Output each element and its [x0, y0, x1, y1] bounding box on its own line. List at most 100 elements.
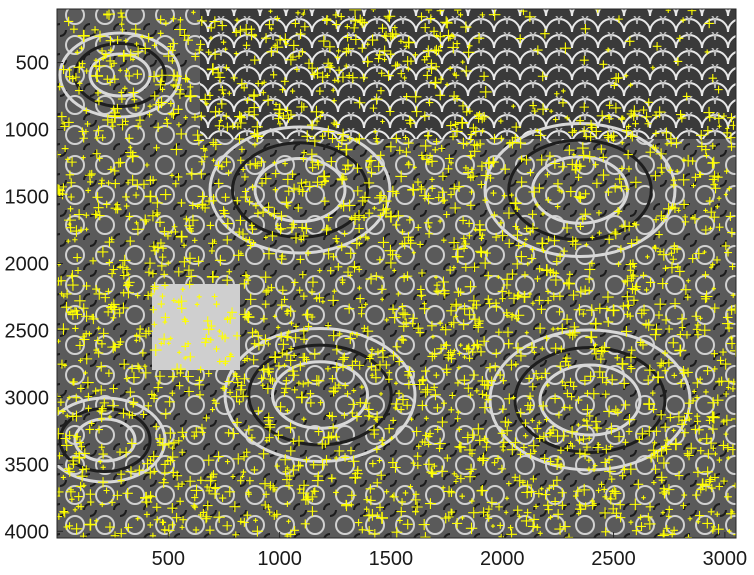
marker-texture [445, 154, 454, 163]
marker-texture [511, 104, 516, 109]
marker-texture [586, 120, 596, 130]
marker-texture [364, 525, 374, 535]
marker-texture [482, 197, 488, 203]
marker-texture [568, 128, 577, 137]
marker-texture [414, 224, 422, 231]
marker-texture [469, 370, 479, 380]
marker-texture [540, 211, 546, 217]
marker-texture [433, 281, 441, 289]
marker-texture [371, 411, 384, 423]
marker-texture [469, 348, 477, 356]
marker-texture [438, 285, 450, 297]
marker-texture [79, 465, 87, 474]
marker-texture [240, 84, 248, 92]
marker-texture [490, 524, 495, 529]
marker-texture [184, 386, 194, 397]
marker-texture [282, 468, 289, 475]
marker-texture [440, 196, 449, 204]
marker-texture [720, 477, 728, 485]
marker-texture [437, 276, 449, 288]
marker-texture [661, 367, 669, 375]
marker-texture [109, 123, 116, 130]
marker-texture [365, 155, 377, 166]
marker-texture [124, 134, 134, 143]
marker-texture [169, 173, 175, 178]
marker-texture [110, 314, 117, 321]
marker-texture [545, 236, 552, 243]
marker-texture [661, 444, 672, 455]
marker-texture [701, 225, 711, 235]
marker-texture [284, 202, 292, 210]
marker-texture [671, 137, 682, 149]
marker-texture [221, 193, 230, 202]
marker-texture [714, 204, 720, 210]
marker-texture [669, 255, 677, 263]
marker-texture [608, 475, 616, 483]
marker-texture [305, 250, 312, 257]
marker-texture [100, 56, 106, 61]
marker-texture [185, 352, 195, 362]
marker-texture [57, 487, 64, 497]
marker-texture [626, 123, 632, 129]
marker-texture [391, 133, 402, 144]
marker-texture [165, 455, 176, 466]
marker-texture [578, 483, 591, 496]
marker-texture [94, 336, 102, 345]
marker-texture [77, 503, 85, 510]
marker-texture [645, 277, 656, 288]
marker-texture [299, 380, 307, 388]
marker-texture [220, 385, 226, 391]
marker-texture [134, 338, 139, 343]
marker-texture [156, 69, 168, 82]
marker-texture [388, 351, 399, 361]
marker-texture [398, 38, 404, 44]
marker-texture [350, 212, 360, 223]
marker-texture [652, 440, 658, 446]
marker-texture [446, 121, 456, 131]
marker-texture [240, 167, 246, 172]
marker-texture [434, 288, 442, 296]
marker-texture [217, 328, 222, 334]
marker-texture [134, 465, 145, 476]
marker-texture [126, 272, 131, 277]
marker-texture [314, 293, 325, 303]
marker-texture [579, 55, 589, 65]
marker-texture [145, 175, 156, 186]
marker-texture [603, 379, 610, 386]
marker-texture [710, 262, 716, 268]
marker-texture [385, 107, 395, 116]
marker-texture [214, 161, 223, 170]
image-rosette [58, 31, 182, 119]
image-rosette [271, 360, 369, 430]
marker-texture [694, 394, 700, 401]
marker-texture [222, 112, 230, 120]
marker-texture [107, 47, 114, 54]
marker-texture [526, 168, 535, 177]
marker-texture [543, 500, 553, 511]
marker-texture [100, 292, 111, 303]
marker-texture [666, 261, 678, 274]
marker-texture [548, 514, 554, 520]
marker-texture [472, 141, 482, 150]
marker-texture [321, 440, 330, 449]
marker-texture [84, 170, 95, 181]
marker-texture [304, 378, 313, 387]
marker-texture [434, 275, 439, 280]
marker-texture [521, 271, 529, 279]
marker-texture [336, 78, 341, 84]
marker-texture [556, 362, 565, 371]
marker-texture [491, 232, 501, 242]
marker-texture [592, 178, 602, 189]
marker-texture [180, 286, 186, 292]
marker-texture [441, 400, 447, 407]
marker-texture [455, 441, 467, 453]
marker-texture [185, 280, 194, 289]
marker-texture [665, 9, 671, 13]
marker-texture [57, 398, 65, 406]
marker-texture [516, 176, 528, 188]
marker-texture [364, 411, 374, 421]
marker-texture [472, 340, 482, 349]
marker-texture [296, 286, 304, 294]
marker-texture [284, 501, 291, 507]
scatter-point [108, 110, 121, 123]
